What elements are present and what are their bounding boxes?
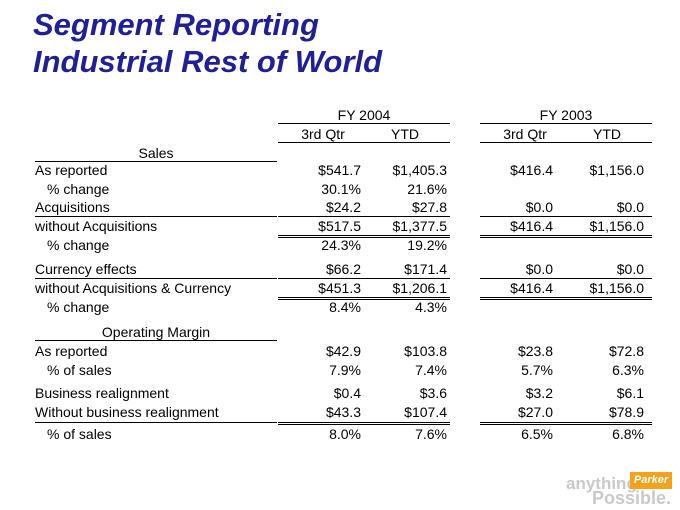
row-value: $1,156.0 [589, 162, 645, 178]
row-value: $451.3 [318, 280, 361, 296]
row-value: 6.5% [521, 426, 553, 442]
title-line-2: Industrial Rest of World [33, 44, 383, 79]
row-value: 7.9% [329, 362, 361, 378]
subheader-rule-fy2003 [480, 142, 652, 143]
row-value: $0.0 [525, 199, 553, 215]
row-value: $0.0 [616, 199, 644, 215]
acquisitions-rule-fy2004 [278, 216, 450, 217]
year-rule-fy2004 [278, 123, 450, 124]
without-acq-cur-double-rule-fy2003 [480, 297, 652, 300]
row-value: $1,156.0 [589, 218, 645, 234]
row-label: Business realignment [35, 385, 169, 401]
logo-badge: Parker [630, 472, 672, 489]
without-acq-double-rule-fy2003 [480, 235, 652, 238]
row-value: 7.4% [415, 362, 447, 378]
row-value: $0.0 [616, 261, 644, 277]
row-value: 21.6% [407, 181, 447, 197]
row-value: $27.0 [517, 404, 553, 420]
subheader-fy2003-ytd: YTD [593, 126, 621, 142]
currency-rule-fy2004 [278, 278, 450, 279]
row-value: $24.2 [325, 199, 361, 215]
row-value: 8.0% [329, 426, 361, 442]
section-sales: Sales [138, 145, 174, 161]
year-header-fy2004: FY 2004 [337, 107, 391, 123]
row-value: $517.5 [318, 218, 361, 234]
row-value: $103.8 [404, 343, 447, 359]
page-title: Segment Reporting Industrial Rest of Wor… [33, 6, 382, 80]
without-realign-double-rule-fy2003 [480, 422, 652, 425]
subheader-rule-fy2004 [278, 142, 450, 143]
section-sales-rule [35, 161, 277, 162]
row-value: $3.6 [419, 385, 447, 401]
row-value: $23.8 [517, 343, 553, 359]
year-header-fy2003: FY 2003 [539, 107, 593, 123]
row-label: As reported [35, 343, 108, 359]
row-value: $3.2 [525, 385, 553, 401]
subheader-fy2004-q3: 3rd Qtr [301, 126, 345, 142]
row-label: % of sales [47, 426, 112, 442]
row-value: $78.9 [608, 404, 644, 420]
acquisitions-rule [35, 216, 277, 217]
row-value: $416.4 [510, 162, 553, 178]
row-value: $1,156.0 [589, 280, 645, 296]
currency-rule [35, 278, 277, 279]
row-value: $107.4 [404, 404, 447, 420]
row-label: without Acquisitions & Currency [35, 280, 232, 296]
logo-word-anything: anything [566, 474, 637, 493]
section-operating-margin: Operating Margin [101, 324, 211, 340]
row-value: $6.1 [616, 385, 644, 401]
title-line-1: Segment Reporting [33, 7, 319, 42]
year-rule-fy2003 [480, 123, 652, 124]
currency-rule-fy2003 [480, 278, 652, 279]
section-operating-margin-rule [35, 340, 277, 341]
subheader-fy2003-q3: 3rd Qtr [503, 126, 547, 142]
row-value: $27.8 [411, 199, 447, 215]
row-value: $416.4 [510, 218, 553, 234]
realignment-rule [35, 422, 277, 423]
logo-word-possible: Possible. [592, 488, 672, 508]
row-value: $416.4 [510, 280, 553, 296]
without-realign-double-rule-fy2004 [278, 422, 450, 425]
row-value: $171.4 [404, 261, 447, 277]
row-value: 30.1% [321, 181, 361, 197]
row-label: % change [47, 181, 110, 197]
row-value: 5.7% [521, 362, 553, 378]
row-label: Currency effects [35, 261, 137, 277]
parker-logo: anything Parker Possible. [562, 470, 672, 508]
row-value: $72.8 [608, 343, 644, 359]
row-value: 19.2% [407, 237, 447, 253]
row-value: 6.8% [612, 426, 644, 442]
without-acq-cur-double-rule-fy2004 [278, 297, 450, 300]
subheader-fy2004-ytd: YTD [391, 126, 419, 142]
row-label: Without business realignment [35, 404, 219, 420]
row-value: $66.2 [325, 261, 361, 277]
row-value: $0.4 [333, 385, 361, 401]
row-value: 6.3% [612, 362, 644, 378]
row-label: % change [47, 237, 110, 253]
row-value: 8.4% [329, 299, 361, 315]
row-value: $1,206.1 [392, 280, 448, 296]
row-value: 4.3% [415, 299, 447, 315]
row-value: $1,377.5 [392, 218, 448, 234]
row-value: 24.3% [321, 237, 361, 253]
row-label: As reported [35, 162, 108, 178]
row-value: 7.6% [415, 426, 447, 442]
row-value: $43.3 [325, 404, 361, 420]
row-value: $42.9 [325, 343, 361, 359]
acquisitions-rule-fy2003 [480, 216, 652, 217]
row-label: % change [47, 299, 110, 315]
without-acq-double-rule-fy2004 [278, 235, 450, 238]
row-label: without Acquisitions [35, 218, 158, 234]
row-value: $0.0 [525, 261, 553, 277]
row-value: $541.7 [318, 162, 361, 178]
row-label: % of sales [47, 362, 112, 378]
row-label: Acquisitions [35, 199, 110, 215]
row-value: $1,405.3 [392, 162, 448, 178]
